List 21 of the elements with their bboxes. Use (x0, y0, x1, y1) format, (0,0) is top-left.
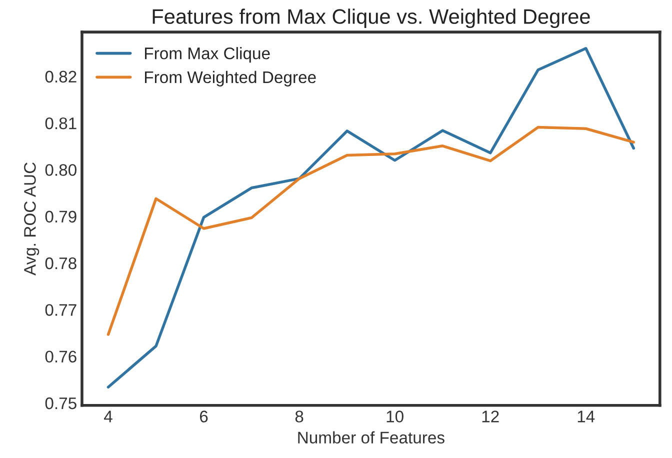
legend-label: From Weighted Degree (145, 70, 316, 86)
x-tick-label: 8 (295, 410, 304, 422)
x-axis-title: Number of Features (298, 431, 444, 444)
y-tick-label: 0.78 (45, 257, 76, 270)
y-tick-label: 0.81 (45, 117, 76, 130)
y-axis-title: Avg. ROC AUC (24, 162, 40, 276)
y-tick-label: 0.80 (45, 164, 76, 176)
x-tick-label: 14 (578, 410, 595, 422)
y-tick-label: 0.77 (45, 304, 76, 316)
y-tick-label: 0.79 (45, 210, 76, 223)
y-tick-label: 0.82 (45, 70, 76, 83)
y-tick-label: 0.75 (45, 397, 76, 410)
line-series (106, 126, 636, 336)
line-series (106, 47, 636, 389)
y-tick-label: 0.76 (45, 350, 76, 363)
x-tick-label: 6 (200, 410, 208, 422)
x-tick-label: 10 (386, 410, 404, 422)
x-tick-label: 4 (104, 410, 112, 422)
chart-title: Features from Max Clique vs. Weighted Degree (152, 8, 590, 28)
x-tick-label: 12 (482, 410, 499, 422)
legend-label: From Max Clique (145, 47, 270, 63)
